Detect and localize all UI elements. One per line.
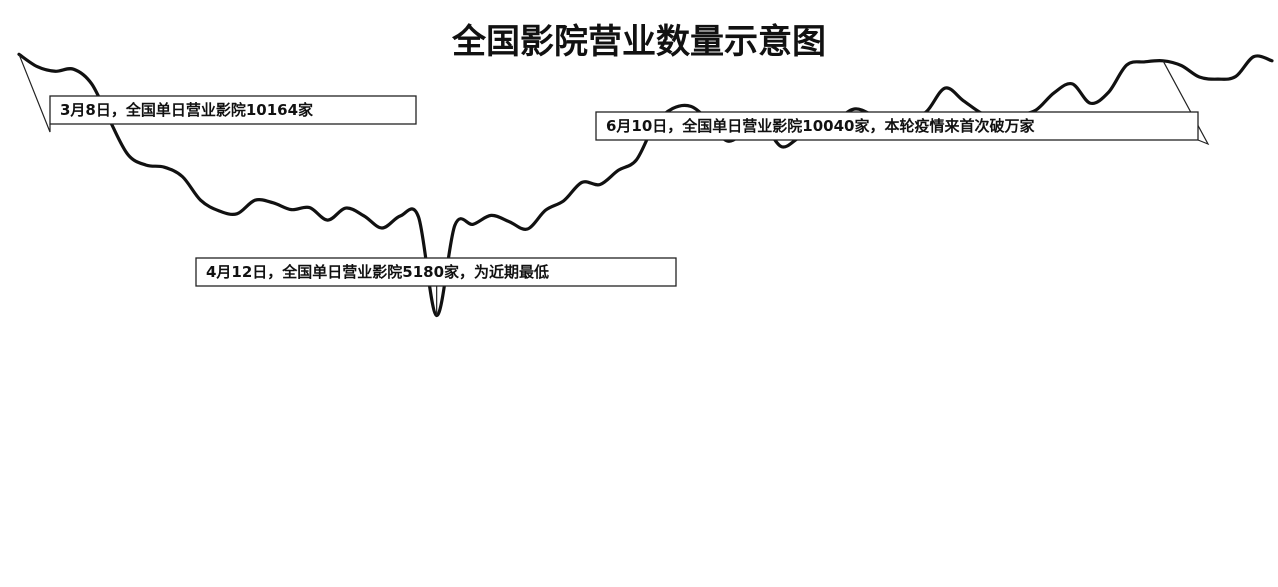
annotation-leader-line [1162,60,1210,146]
annotation-callout: 4月12日，全国单日营业影院5180家，为近期最低 [195,257,677,316]
annotation-callout: 6月10日，全国单日营业影院10040家，本轮疫情来首次破万家 [595,60,1210,146]
annotation-callout: 3月8日，全国单日营业影院10164家 [18,54,417,133]
annotation-box [49,95,417,125]
chart-title: 全国影院营业数量示意图 [451,22,826,62]
annotations: 3月8日，全国单日营业影院10164家 4月12日，全国单日营业影院5180家，为… [18,54,1210,316]
annotation-leader-line [18,54,51,133]
series-line [17,52,1274,318]
annotation-text: 6月10日，全国单日营业影院10040家，本轮疫情来首次破万家 [606,117,1035,135]
annotation-box [195,257,677,287]
annotation-text: 4月12日，全国单日营业影院5180家，为近期最低 [206,263,549,281]
series-group [17,52,1274,318]
annotation-box [595,111,1199,141]
annotation-text: 3月8日，全国单日营业影院10164家 [60,101,313,119]
